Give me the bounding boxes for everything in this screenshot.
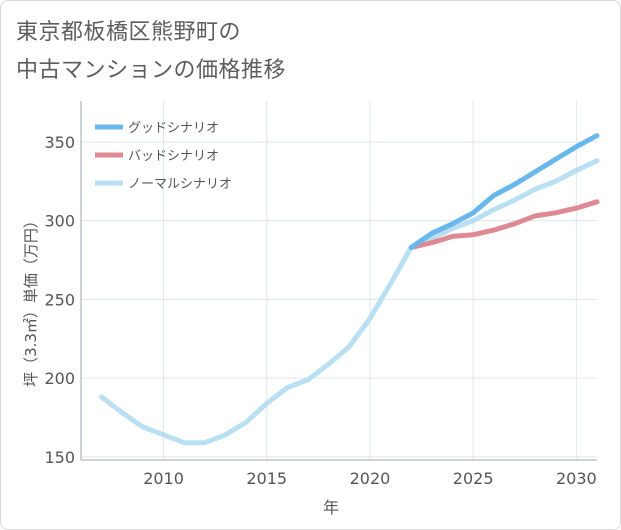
series-line-0 [408, 133, 600, 250]
x-tick-label: 2020 [350, 469, 391, 488]
x-axis-label: 年 [323, 498, 339, 517]
y-axis-label: 坪（3.3㎡）単価（万円） [22, 213, 40, 387]
x-tick-label: 2030 [556, 469, 597, 488]
plot-area [81, 101, 597, 460]
y-tick-label: 250 [44, 290, 75, 309]
axes: 150 200 250 300 350 2010 2015 2020 2025 2030 [44, 101, 597, 488]
chart-title-line1: 東京都板橋区熊野町の [16, 20, 242, 45]
x-tick-label: 2015 [246, 469, 287, 488]
legend-label-2: ノーマルシナリオ [128, 177, 232, 192]
x-tick-label: 2010 [143, 469, 184, 488]
chart-title-line2: 中古マンションの価格推移 [16, 58, 287, 83]
series-line-1 [408, 199, 600, 250]
grid-lines [81, 101, 597, 460]
y-tick-label: 300 [44, 212, 75, 231]
chart-title: 東京都板橋区熊野町の 中古マンションの価格推移 [16, 14, 286, 90]
legend-label-0: グッドシナリオ [128, 121, 219, 136]
y-tick-label: 200 [44, 369, 75, 388]
y-tick-label: 150 [44, 448, 75, 467]
series-lines [99, 133, 600, 446]
x-tick-label: 2025 [453, 469, 494, 488]
legend-label-1: バッドシナリオ [128, 149, 219, 164]
y-tick-label: 350 [44, 133, 75, 152]
series-line-2 [99, 158, 600, 446]
